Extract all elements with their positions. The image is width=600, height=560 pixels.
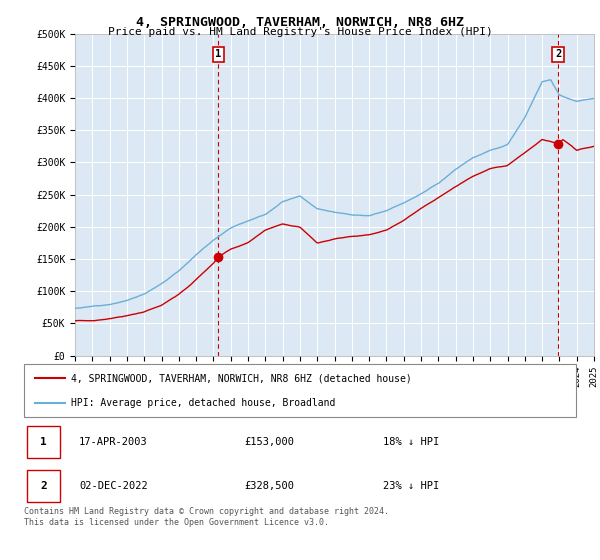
Text: £153,000: £153,000 [245, 437, 295, 447]
Text: HPI: Average price, detached house, Broadland: HPI: Average price, detached house, Broa… [71, 398, 335, 408]
FancyBboxPatch shape [27, 469, 60, 502]
FancyBboxPatch shape [27, 426, 60, 458]
Text: £328,500: £328,500 [245, 480, 295, 491]
Text: 2: 2 [555, 49, 561, 59]
FancyBboxPatch shape [24, 364, 576, 417]
Text: 23% ↓ HPI: 23% ↓ HPI [383, 480, 439, 491]
Text: 1: 1 [215, 49, 221, 59]
Text: 02-DEC-2022: 02-DEC-2022 [79, 480, 148, 491]
Text: 2: 2 [40, 480, 47, 491]
Text: 18% ↓ HPI: 18% ↓ HPI [383, 437, 439, 447]
Text: Price paid vs. HM Land Registry's House Price Index (HPI): Price paid vs. HM Land Registry's House … [107, 27, 493, 37]
Text: 4, SPRINGWOOD, TAVERHAM, NORWICH, NR8 6HZ (detached house): 4, SPRINGWOOD, TAVERHAM, NORWICH, NR8 6H… [71, 374, 412, 384]
Text: 17-APR-2003: 17-APR-2003 [79, 437, 148, 447]
Text: 4, SPRINGWOOD, TAVERHAM, NORWICH, NR8 6HZ: 4, SPRINGWOOD, TAVERHAM, NORWICH, NR8 6H… [136, 16, 464, 29]
Text: 1: 1 [40, 437, 47, 447]
Text: Contains HM Land Registry data © Crown copyright and database right 2024.
This d: Contains HM Land Registry data © Crown c… [24, 507, 389, 527]
